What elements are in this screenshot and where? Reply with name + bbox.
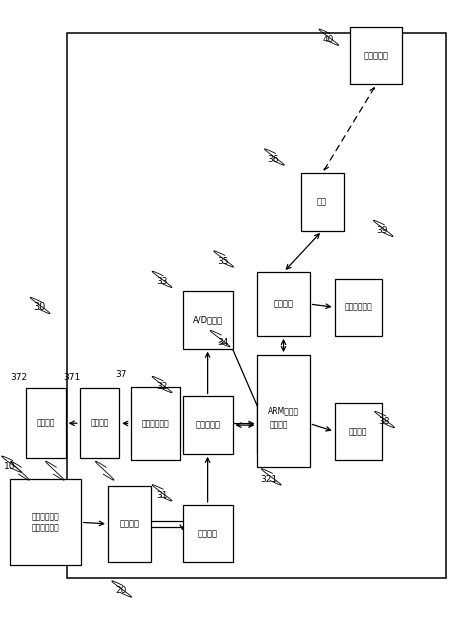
Bar [182,505,232,562]
Bar [182,291,232,349]
Text: 远程服务器: 远程服务器 [363,51,388,60]
Bar [108,486,151,562]
Text: 电源管路模块: 电源管路模块 [142,419,169,428]
Text: 10: 10 [4,462,15,471]
Text: 40: 40 [322,35,334,44]
Text: 输入接口: 输入接口 [197,529,217,538]
Text: 33: 33 [156,277,167,286]
Text: 38: 38 [378,417,389,426]
Bar [349,27,402,84]
Text: 20: 20 [116,586,127,595]
Text: 反馈模块: 反馈模块 [269,420,288,429]
Text: 调试接口: 调试接口 [348,427,367,436]
Text: 36: 36 [267,155,278,164]
Bar [10,479,81,565]
Text: 372: 372 [10,373,27,382]
Bar [257,272,309,336]
Text: 32: 32 [156,383,167,392]
Bar [67,33,445,578]
Text: 321: 321 [260,475,277,484]
Bar [257,355,309,467]
Bar [300,173,343,231]
Bar [26,388,66,458]
Bar [334,278,381,336]
Bar [182,396,232,454]
Text: 天线: 天线 [316,198,326,207]
Bar [130,387,180,460]
Text: 34: 34 [217,338,229,347]
Text: 31: 31 [156,491,167,500]
Bar [334,403,381,460]
Bar [80,388,119,458]
Text: 39: 39 [375,227,387,236]
Bar [257,396,300,454]
Text: 控制模块: 控制模块 [119,520,139,529]
Text: 移动电源: 移动电源 [37,419,55,428]
Text: 35: 35 [217,257,229,266]
Text: ARM处理器: ARM处理器 [268,406,298,415]
Text: 371: 371 [63,373,80,382]
Text: 信号放大器: 信号放大器 [195,420,220,429]
Text: A/D转换器: A/D转换器 [192,316,222,324]
Text: 30: 30 [34,302,46,312]
Text: 信号指示模块: 信号指示模块 [344,303,371,312]
Text: 颅内压监护系
统探头及触点: 颅内压监护系 统探头及触点 [32,513,59,532]
Text: 无线模块: 无线模块 [273,300,293,308]
Text: 37: 37 [115,370,126,379]
Text: 电源开关: 电源开关 [90,419,109,428]
